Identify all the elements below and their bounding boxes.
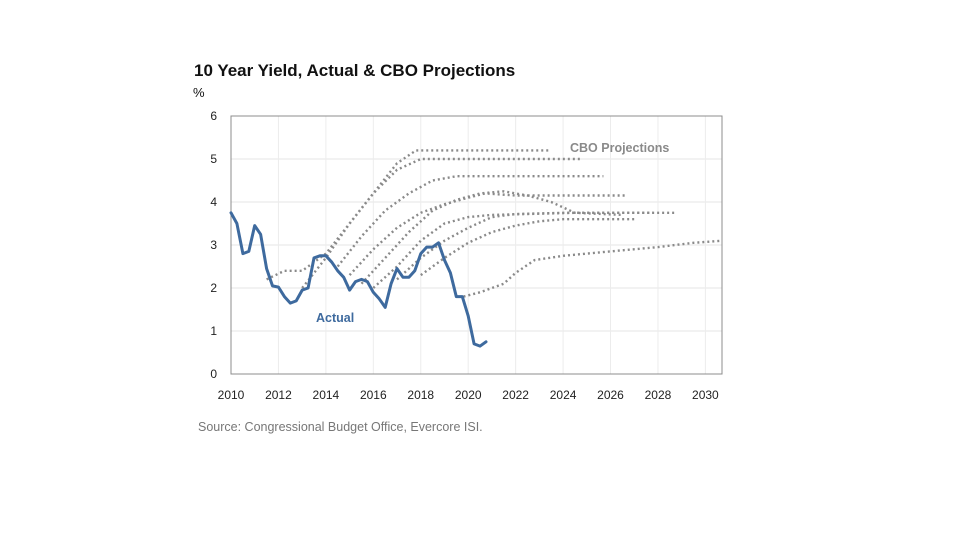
x-tick-label: 2010 xyxy=(218,388,245,402)
chart-title: 10 Year Yield, Actual & CBO Projections xyxy=(194,61,515,80)
series-group xyxy=(229,149,723,348)
y-tick-label: 0 xyxy=(210,367,217,381)
cbo-projection-line-4 xyxy=(348,192,628,276)
x-axis: 2010 2012 2014 2016 2018 2020 2022 2024 2026 2028… xyxy=(218,388,719,402)
cbo-projection-line-6 xyxy=(372,211,677,289)
cbo-projection-line-1 xyxy=(266,149,552,281)
x-tick-label: 2014 xyxy=(313,388,340,402)
y-tick-label: 6 xyxy=(210,109,217,123)
actual-yield-line xyxy=(229,211,488,348)
x-tick-label: 2030 xyxy=(692,388,719,402)
y-axis: 0 1 2 3 4 5 6 xyxy=(210,109,217,381)
x-tick-label: 2016 xyxy=(360,388,387,402)
cbo-projection-line-2 xyxy=(301,157,583,289)
actual-annotation: Actual xyxy=(316,311,354,325)
cbo-projection-line-8 xyxy=(420,217,635,277)
x-tick-label: 2026 xyxy=(597,388,624,402)
y-tick-label: 1 xyxy=(210,324,217,338)
y-tick-label: 3 xyxy=(210,238,217,252)
y-tick-label: 4 xyxy=(210,195,217,209)
plot-area-frame xyxy=(230,115,723,375)
cbo-projection-line-5 xyxy=(360,190,623,285)
cbo-projection-line-9 xyxy=(463,239,723,298)
x-tick-label: 2028 xyxy=(645,388,672,402)
x-tick-label: 2012 xyxy=(265,388,292,402)
cbo-projection-line-3 xyxy=(336,174,604,268)
x-tick-label: 2024 xyxy=(550,388,577,402)
y-tick-label: 2 xyxy=(210,281,217,295)
cbo-projection-line-7 xyxy=(396,211,654,281)
cbo-projections-annotation: CBO Projections xyxy=(570,141,669,155)
x-tick-label: 2018 xyxy=(407,388,434,402)
x-tick-label: 2020 xyxy=(455,388,482,402)
y-axis-unit-label: % xyxy=(193,85,205,100)
source-note: Source: Congressional Budget Office, Eve… xyxy=(198,420,483,434)
x-tick-label: 2022 xyxy=(502,388,529,402)
y-tick-label: 5 xyxy=(210,152,217,166)
